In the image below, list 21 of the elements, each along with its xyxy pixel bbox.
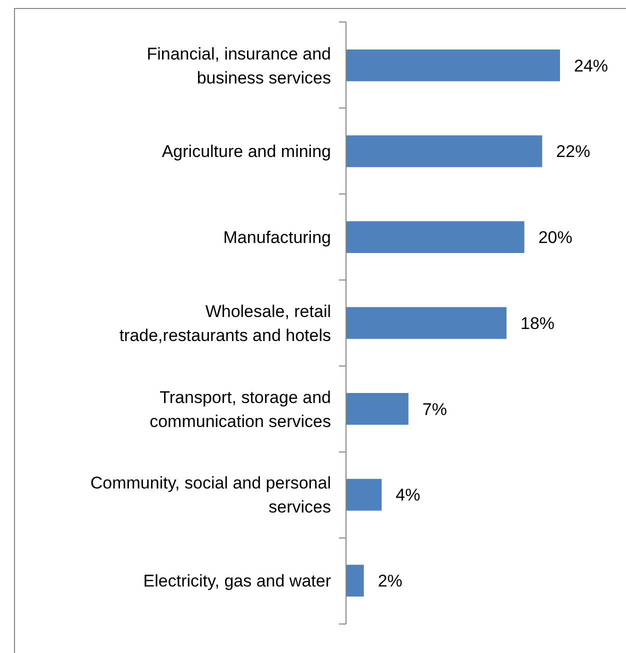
data-label: 20%: [538, 228, 572, 248]
y-tick-label: Financial, insurance and business services: [146, 44, 331, 88]
y-tick-label: Electricity, gas and water: [143, 572, 332, 591]
bar: [346, 135, 542, 168]
y-tick-label: Agriculture and mining: [162, 142, 331, 162]
y-tick-label: Transport, storage and communication services: [150, 388, 331, 431]
data-label: 7%: [422, 400, 447, 419]
bar: [346, 392, 408, 425]
bar: [346, 221, 524, 254]
data-label: 4%: [396, 486, 420, 505]
data-label: 2%: [378, 572, 402, 591]
data-label: 24%: [574, 56, 608, 76]
y-tick-label: Community, social and personal services: [90, 474, 331, 517]
bar: [346, 478, 382, 511]
y-tick-label: Wholesale, retail trade,restaurants and hotels: [119, 302, 331, 345]
data-label: 22%: [556, 142, 590, 162]
y-tick-label: Manufacturing: [223, 228, 331, 248]
bar: [346, 564, 364, 597]
bar: [346, 49, 560, 82]
bar: [346, 307, 506, 339]
data-label: 18%: [520, 314, 555, 333]
